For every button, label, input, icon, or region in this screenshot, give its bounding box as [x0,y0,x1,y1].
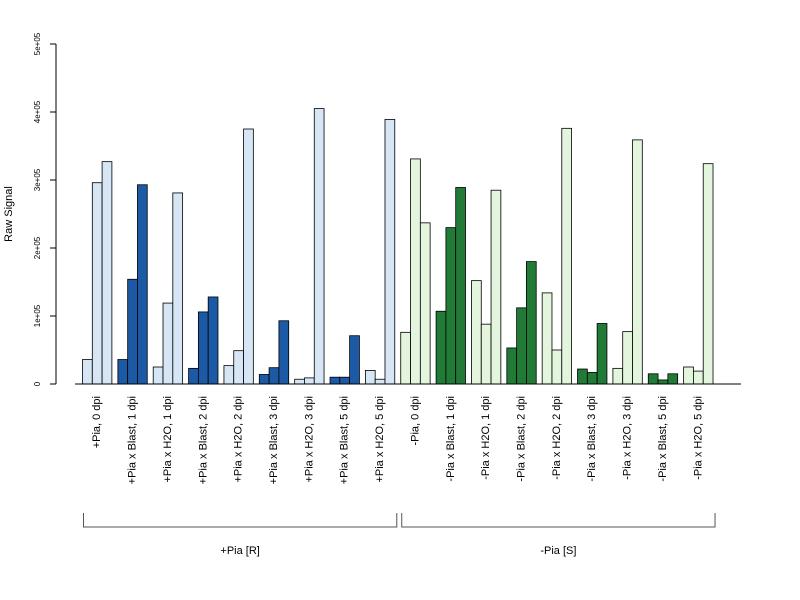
bar [329,376,341,385]
bar [410,158,421,385]
bar [702,163,714,385]
bar [612,367,624,385]
bar [657,379,669,385]
x-tick-label: +Pia x Blast, 5 dpi [339,396,351,484]
bar [258,374,270,385]
bar [152,366,164,385]
bar [243,128,254,385]
bar [294,378,305,385]
bar [471,280,482,385]
x-tick-label: -Pia x Blast, 5 dpi [657,396,669,482]
x-tick-label: +Pia x H2O, 1 dpi [162,396,174,483]
bar [101,161,113,385]
bar [541,292,553,385]
bar [693,370,704,385]
bar [561,127,572,385]
group-bracket [83,513,398,528]
bar [197,311,209,385]
bar [364,369,376,385]
bar [632,139,643,385]
bar [667,373,679,385]
x-tick-label: -Pia x H2O, 5 dpi [692,396,704,480]
bar [339,376,351,385]
bar [188,367,199,385]
x-tick-label: +Pia x H2O, 3 dpi [303,396,315,483]
y-tick-label: 3e+05 [33,168,42,191]
bar [435,310,447,385]
x-tick-label: -Pia x H2O, 2 dpi [551,396,563,480]
bars [82,108,714,385]
bar [577,368,588,385]
bar [313,108,325,385]
bar [172,192,184,385]
x-tick-label: -Pia x Blast, 2 dpi [516,396,528,482]
x-tick-label: -Pia, 0 dpi [409,396,421,446]
bar [596,323,608,385]
x-tick-label: +Pia x Blast, 3 dpi [268,396,280,484]
x-tick-label: +Pia x Blast, 2 dpi [197,396,209,484]
bar [400,331,411,385]
x-tick-label: -Pia x Blast, 3 dpi [586,396,598,482]
x-tick-label: +Pia x H2O, 5 dpi [374,396,386,483]
bar [419,222,431,385]
bar [506,347,518,385]
bar [91,182,103,385]
bar [384,119,396,385]
bar [268,367,280,385]
bar [647,373,659,385]
bar [445,227,457,385]
x-tick-label: +Pia x H2O, 2 dpi [233,396,245,483]
bar [622,331,633,385]
y-tick-label: 4e+05 [33,100,42,123]
bar [526,261,537,385]
bar [551,349,563,385]
y-tick-label: 5e+05 [33,32,42,55]
y-axis-label: Raw Signal [3,186,15,242]
bar [127,278,138,385]
bar [82,359,93,385]
x-tick-label: -Pia x H2O, 3 dpi [622,396,634,480]
y-tick-label: 1e+05 [33,304,42,327]
bar [490,189,502,385]
y-axis: 0 1e+05 2e+05 3e+05 4e+05 5e+05 [33,32,57,386]
bar [586,372,598,385]
x-tick-labels: +Pia, 0 dpi +Pia x Blast, 1 dpi +Pia x H2O… [91,396,704,484]
bar [304,377,315,385]
bar [480,323,492,385]
bar [223,365,235,385]
y-tick-label: 0 [33,381,42,386]
bar [117,359,129,385]
bar [516,307,527,385]
bar [683,366,694,385]
bar [162,302,174,385]
x-tick-label: +Pia, 0 dpi [91,396,103,448]
bar [207,296,219,385]
bar [137,184,148,385]
bracket-label: -Pia [S] [540,545,576,557]
x-tick-label: -Pia x Blast, 1 dpi [445,396,457,482]
y-tick-label: 2e+05 [33,236,42,259]
bar [233,350,244,385]
bar [374,378,386,385]
bar [349,335,360,385]
x-tick-label: +Pia x Blast, 1 dpi [127,396,139,484]
x-tick-label: -Pia x H2O, 1 dpi [480,396,492,480]
group-bracket [401,513,716,528]
bar [278,320,290,385]
bracket-label: +Pia [R] [220,545,259,557]
group-brackets: +Pia [R] -Pia [S] [83,513,716,557]
bar [455,187,466,385]
